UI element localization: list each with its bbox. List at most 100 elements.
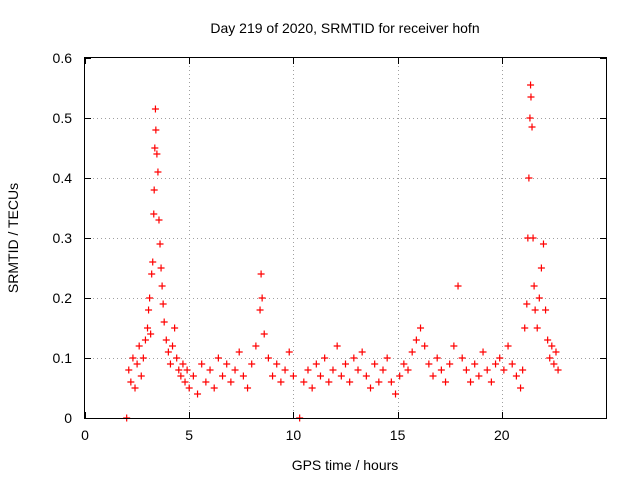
data-point xyxy=(145,306,153,314)
data-point xyxy=(227,378,235,386)
data-point xyxy=(129,354,137,362)
data-point xyxy=(523,300,531,308)
data-point xyxy=(512,372,520,380)
data-point xyxy=(154,168,162,176)
data-point xyxy=(325,378,333,386)
data-point xyxy=(202,378,210,386)
data-point xyxy=(300,378,308,386)
data-point xyxy=(214,354,222,362)
data-point xyxy=(185,384,193,392)
data-point xyxy=(260,330,268,338)
data-point xyxy=(537,264,545,272)
data-point xyxy=(256,306,264,314)
y-tick-label: 0.4 xyxy=(53,170,73,186)
data-point xyxy=(141,336,149,344)
data-point xyxy=(496,354,504,362)
data-point xyxy=(304,366,312,374)
data-point xyxy=(471,360,479,368)
plot-frame xyxy=(84,57,607,419)
data-point xyxy=(179,360,187,368)
data-point xyxy=(329,366,337,374)
data-point xyxy=(239,372,247,380)
data-point xyxy=(546,354,554,362)
data-points xyxy=(123,81,562,422)
data-point xyxy=(396,372,404,380)
data-point xyxy=(264,354,272,362)
data-point xyxy=(492,360,500,368)
data-point xyxy=(137,372,145,380)
data-point xyxy=(529,234,537,242)
data-point xyxy=(458,354,466,362)
data-point xyxy=(169,342,177,350)
data-point xyxy=(530,282,538,290)
data-point xyxy=(475,372,483,380)
data-point xyxy=(316,372,324,380)
data-point xyxy=(162,336,170,344)
data-point xyxy=(542,306,550,314)
data-point xyxy=(337,372,345,380)
data-point xyxy=(198,360,206,368)
data-point xyxy=(367,384,375,392)
data-point xyxy=(146,294,154,302)
data-point xyxy=(354,366,362,374)
data-point xyxy=(183,366,191,374)
data-point xyxy=(157,264,165,272)
data-point xyxy=(133,360,141,368)
data-point xyxy=(152,126,160,134)
data-point xyxy=(371,360,379,368)
data-point xyxy=(446,360,454,368)
data-point xyxy=(252,342,260,350)
data-point xyxy=(454,282,462,290)
data-point xyxy=(383,354,391,362)
data-point xyxy=(160,318,168,326)
data-point xyxy=(533,324,541,332)
data-point xyxy=(404,366,412,374)
data-point xyxy=(285,348,293,356)
data-point xyxy=(421,342,429,350)
data-point xyxy=(308,384,316,392)
x-axis-label: GPS time / hours xyxy=(292,457,399,473)
data-point xyxy=(333,342,341,350)
data-point xyxy=(156,240,164,248)
data-point xyxy=(508,360,516,368)
data-point xyxy=(158,282,166,290)
data-point xyxy=(362,372,370,380)
data-point xyxy=(273,360,281,368)
data-point xyxy=(166,360,174,368)
data-point xyxy=(164,348,172,356)
data-point xyxy=(379,366,387,374)
data-point xyxy=(231,366,239,374)
chart-title: Day 219 of 2020, SRMTID for receiver hof… xyxy=(210,20,479,36)
data-point xyxy=(500,366,508,374)
data-point xyxy=(150,210,158,218)
data-point xyxy=(312,360,320,368)
y-tick-label: 0.5 xyxy=(53,110,73,126)
y-tick-label: 0.6 xyxy=(53,50,73,66)
data-point xyxy=(281,366,289,374)
data-point xyxy=(517,384,525,392)
data-point xyxy=(412,336,420,344)
data-point xyxy=(342,360,349,368)
data-point xyxy=(149,258,157,266)
data-point xyxy=(531,306,539,314)
data-point xyxy=(550,360,558,368)
grid xyxy=(85,58,606,418)
data-point xyxy=(526,114,534,122)
data-point xyxy=(269,372,277,380)
data-point xyxy=(151,144,159,152)
data-point xyxy=(171,324,179,332)
x-tick-label: 10 xyxy=(286,427,302,443)
data-point xyxy=(223,360,231,368)
data-point xyxy=(194,390,202,398)
data-point xyxy=(527,81,535,89)
data-point xyxy=(131,384,139,392)
data-point xyxy=(479,348,487,356)
data-point xyxy=(417,324,425,332)
data-point xyxy=(425,360,433,368)
data-point xyxy=(125,366,133,374)
data-point xyxy=(277,378,285,386)
data-point xyxy=(346,378,354,386)
x-tick-label: 20 xyxy=(494,427,510,443)
data-point xyxy=(175,366,183,374)
data-point xyxy=(206,366,214,374)
